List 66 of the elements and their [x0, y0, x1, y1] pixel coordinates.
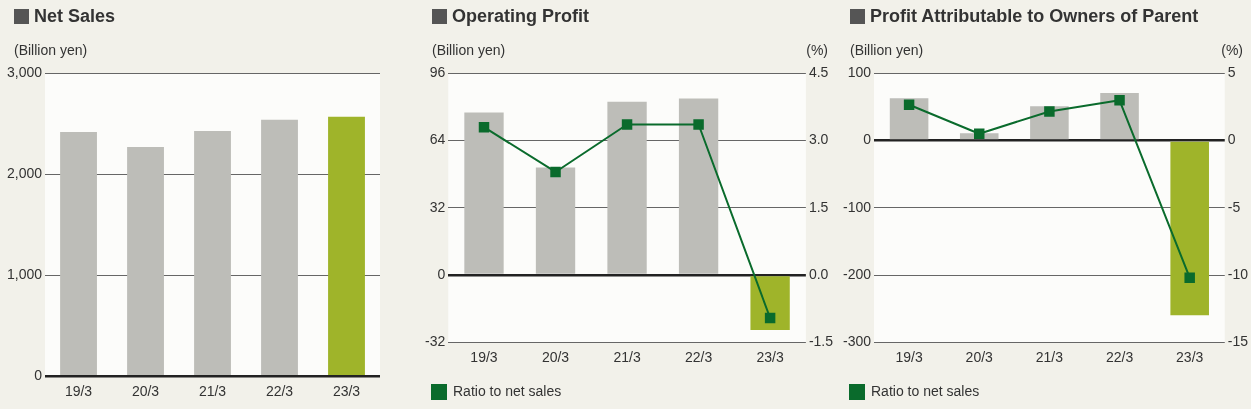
x-tick-label: 23/3	[756, 349, 784, 366]
bar	[889, 98, 929, 140]
y-tick-label: 100	[847, 64, 872, 81]
x-tick-label: 19/3	[895, 349, 923, 366]
chart-title: Profit Attributable to Owners of Parent	[870, 6, 1199, 27]
y-tick-label: -300	[842, 333, 872, 350]
y-tick-label: 64	[429, 131, 446, 148]
y2-tick-label: -5	[1227, 198, 1241, 215]
bar	[678, 98, 719, 274]
y-tick-label: -200	[842, 265, 872, 282]
y2-tick-label: 0	[1227, 131, 1236, 148]
y-tick-label: 2,000	[6, 165, 43, 182]
chart-title: Operating Profit	[452, 6, 590, 27]
point	[693, 119, 704, 130]
chart-title: Net Sales	[34, 6, 116, 27]
x-tick-label: 22/3	[684, 349, 713, 366]
x-tick-label: 20/3	[131, 383, 160, 400]
y-axis-title: (Billion yen)	[850, 42, 924, 58]
y-tick-label: 0	[34, 367, 43, 384]
x-tick-label: 23/3	[1176, 349, 1204, 366]
x-tick-label: 21/3	[1035, 349, 1064, 366]
y2-axis-title: (%)	[806, 42, 828, 58]
bar	[535, 167, 576, 274]
y-tick-label: 3,000	[6, 64, 43, 81]
y-tick-label: -32	[425, 333, 446, 350]
x-tick-label: 19/3	[64, 383, 93, 400]
bar	[1170, 141, 1209, 316]
point	[1184, 272, 1195, 283]
point	[974, 128, 985, 139]
y2-tick-label: 0.0	[808, 265, 829, 282]
y-tick-label: 96	[429, 64, 446, 81]
y2-tick-label: -10	[1227, 265, 1249, 282]
bar	[464, 112, 504, 274]
y2-tick-label: 5	[1227, 64, 1236, 81]
y2-axis-title: (%)	[1221, 42, 1243, 58]
point	[1044, 106, 1055, 117]
y2-tick-label: -15	[1227, 333, 1249, 350]
point	[550, 166, 561, 178]
point	[903, 99, 915, 110]
point	[764, 312, 776, 324]
bar	[607, 101, 647, 274]
legend-label: Ratio to net sales	[453, 382, 562, 399]
point	[1114, 95, 1125, 106]
y2-tick-label: -1.5	[808, 333, 834, 350]
bar	[750, 276, 790, 331]
x-tick-label: 22/3	[265, 383, 294, 400]
x-tick-label: 22/3	[1105, 349, 1134, 366]
y-axis-title: (Billion yen)	[14, 42, 88, 58]
x-tick-label: 20/3	[541, 349, 570, 366]
y-tick-label: 32	[429, 198, 446, 215]
x-tick-label: 21/3	[198, 383, 227, 400]
y-tick-label: 0	[863, 131, 872, 148]
point	[621, 119, 633, 130]
y-tick-label: 1,000	[6, 266, 43, 283]
y-tick-label: -100	[842, 198, 872, 215]
y-tick-label: 0	[437, 265, 446, 282]
legend-label: Ratio to net sales	[871, 382, 980, 399]
x-tick-label: 23/3	[332, 383, 361, 400]
y2-tick-label: 1.5	[808, 198, 829, 215]
y-axis-title: (Billion yen)	[432, 42, 506, 58]
x-tick-label: 21/3	[613, 349, 641, 366]
x-tick-label: 19/3	[470, 349, 498, 366]
point	[478, 121, 490, 133]
y2-tick-label: 3.0	[808, 131, 829, 148]
x-tick-label: 20/3	[965, 349, 994, 366]
y2-tick-label: 4.5	[808, 64, 829, 81]
